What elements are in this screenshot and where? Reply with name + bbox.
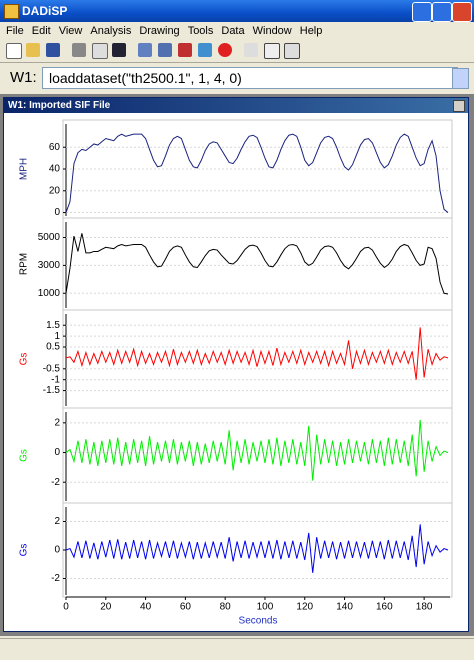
y-tick-label: 1.5	[46, 320, 60, 331]
chart-button[interactable]	[138, 43, 152, 57]
y-axis-label: RPM	[19, 253, 30, 275]
y-tick-label: 1	[54, 331, 60, 342]
y-tick-label: 2	[54, 516, 60, 527]
y-tick-label: -2	[51, 477, 60, 488]
menu-bar: File Edit View Analysis Drawing Tools Da…	[0, 22, 474, 39]
save-button[interactable]	[46, 43, 60, 57]
y-tick-label: 0	[54, 545, 60, 556]
y-axis-label: Gs	[19, 544, 30, 557]
command-label: W1:	[10, 69, 37, 86]
menu-item[interactable]: Help	[299, 24, 323, 37]
y-tick-label: 60	[49, 142, 61, 153]
x-tick-label: 0	[63, 602, 69, 613]
y-axis-label: Gs	[19, 353, 30, 366]
panel-frame	[62, 217, 453, 311]
y-tick-label: -2	[51, 573, 60, 584]
toolbar	[0, 40, 474, 60]
x-tick-label: 100	[257, 602, 274, 613]
grid-button[interactable]	[158, 43, 172, 57]
data-line	[65, 327, 449, 380]
y-axis-label: Gs	[19, 449, 30, 462]
maximize-button[interactable]	[432, 2, 452, 22]
menu-item[interactable]: Data	[221, 24, 245, 37]
status-bar	[0, 638, 474, 660]
preview-button[interactable]	[92, 43, 108, 59]
y-tick-label: 5000	[38, 232, 61, 243]
worksheet-window	[3, 97, 469, 632]
info-button[interactable]	[112, 43, 126, 57]
x-axis-label: Seconds	[239, 616, 278, 627]
x-tick-label: 140	[336, 602, 353, 613]
data-line	[65, 133, 449, 213]
window-title: DADiSP	[22, 4, 68, 18]
data-line	[65, 524, 449, 573]
y-axis-label: MPH	[19, 158, 30, 180]
menu-item[interactable]: File	[6, 24, 24, 37]
y-tick-label: 40	[49, 164, 61, 175]
menu-item[interactable]: Edit	[31, 24, 51, 37]
menu-item[interactable]: Tools	[187, 24, 214, 37]
y-tick-label: 3000	[38, 260, 61, 271]
edit-button[interactable]	[284, 43, 300, 59]
command-input[interactable]: loaddataset("th2500.1", 1, 4, 0)	[42, 67, 458, 89]
y-tick-label: -1.5	[43, 385, 61, 396]
open-button[interactable]	[26, 43, 40, 57]
title-bar: DADiSP	[0, 0, 474, 22]
y-tick-label: 0	[54, 207, 60, 218]
x-tick-label: 160	[376, 602, 393, 613]
bar-button[interactable]	[178, 43, 192, 57]
y-tick-label: 0	[54, 447, 60, 458]
app-icon	[4, 4, 19, 19]
worksheet-title: W1: Imported SIF File	[8, 100, 111, 111]
tool-button[interactable]	[198, 43, 212, 57]
menu-item[interactable]: Window	[252, 24, 292, 37]
y-tick-label: 0.5	[46, 342, 60, 353]
stop-button[interactable]	[218, 43, 232, 57]
menu-item[interactable]: Analysis	[90, 24, 132, 37]
restore-button[interactable]	[453, 100, 465, 112]
x-tick-label: 60	[180, 602, 192, 613]
command-row: W1: loaddataset("th2500.1", 1, 4, 0)	[0, 62, 474, 93]
help-button[interactable]	[264, 43, 280, 59]
x-tick-label: 40	[140, 602, 152, 613]
function-button[interactable]	[244, 43, 258, 57]
x-tick-label: 120	[296, 602, 313, 613]
print-button[interactable]	[72, 43, 86, 57]
close-button[interactable]	[452, 2, 472, 22]
data-line	[65, 419, 449, 481]
y-tick-label: -0.5	[43, 363, 61, 374]
y-tick-label: 2	[54, 417, 60, 428]
command-dropdown[interactable]	[452, 68, 469, 89]
menu-item[interactable]: View	[58, 24, 83, 37]
new-button[interactable]	[6, 43, 22, 59]
y-tick-label: 20	[49, 185, 61, 196]
minimize-button[interactable]	[412, 2, 432, 22]
y-tick-label: -1	[51, 374, 60, 385]
data-line	[65, 233, 449, 295]
y-tick-label: 1000	[38, 288, 61, 299]
panel-frame	[62, 502, 453, 598]
x-tick-label: 80	[220, 602, 232, 613]
x-tick-label: 180	[416, 602, 433, 613]
worksheet-caption: W1: Imported SIF File	[4, 98, 468, 113]
menu-item[interactable]: Drawing	[139, 24, 180, 37]
x-tick-label: 20	[100, 602, 112, 613]
